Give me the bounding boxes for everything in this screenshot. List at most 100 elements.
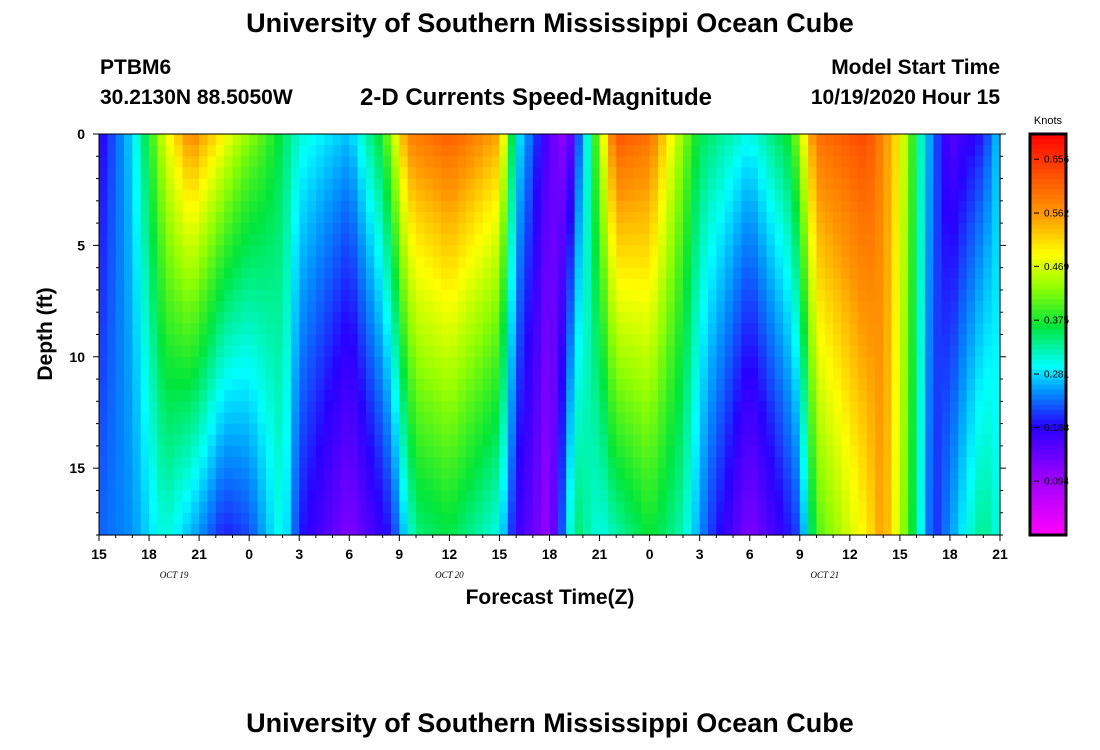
heatmap-cell bbox=[149, 457, 158, 469]
heatmap-cell bbox=[566, 390, 576, 402]
heatmap-cell bbox=[182, 490, 192, 503]
heatmap-cell bbox=[132, 523, 142, 536]
heatmap-cell bbox=[941, 356, 951, 369]
heatmap-cell bbox=[699, 345, 709, 358]
heatmap-cell bbox=[399, 323, 409, 336]
heatmap-cell bbox=[290, 367, 300, 380]
heatmap-cell bbox=[908, 245, 918, 258]
heatmap-cell bbox=[816, 356, 826, 369]
heatmap-cell bbox=[132, 189, 142, 202]
heatmap-cell bbox=[257, 323, 267, 336]
heatmap-cell bbox=[416, 356, 425, 369]
heatmap-cell bbox=[858, 178, 868, 191]
heatmap-cell bbox=[357, 445, 367, 458]
heatmap-cell bbox=[491, 167, 501, 180]
heatmap-cell bbox=[307, 334, 317, 347]
heatmap-cell bbox=[449, 211, 459, 224]
heatmap-cell bbox=[624, 323, 634, 336]
heatmap-cell bbox=[708, 278, 717, 291]
heatmap-cell bbox=[432, 234, 442, 246]
heatmap-cell bbox=[541, 323, 551, 336]
heatmap-cell bbox=[691, 323, 701, 336]
heatmap-cell bbox=[115, 289, 125, 302]
heatmap-cell bbox=[574, 145, 584, 157]
heatmap-cell bbox=[165, 145, 175, 157]
heatmap-cell bbox=[516, 356, 526, 369]
heatmap-cell bbox=[682, 278, 692, 291]
heatmap-cell bbox=[849, 256, 859, 269]
heatmap-cell bbox=[791, 457, 801, 469]
heatmap-cell bbox=[983, 434, 993, 447]
heatmap-cell bbox=[449, 345, 459, 358]
heatmap-cell bbox=[916, 501, 926, 514]
heatmap-cell bbox=[841, 390, 851, 402]
heatmap-cell bbox=[616, 412, 626, 425]
heatmap-cell bbox=[991, 445, 1001, 458]
colorbar-segment bbox=[1030, 214, 1066, 220]
heatmap-cell bbox=[624, 256, 634, 269]
heatmap-cell bbox=[866, 156, 876, 169]
heatmap-cell bbox=[324, 156, 334, 169]
heatmap-cell bbox=[374, 134, 384, 146]
heatmap-cell bbox=[190, 323, 200, 336]
heatmap-cell bbox=[599, 479, 609, 492]
heatmap-cell bbox=[858, 200, 868, 213]
heatmap-cell bbox=[949, 145, 959, 157]
heatmap-cell bbox=[232, 134, 242, 146]
heatmap-cell bbox=[891, 234, 901, 246]
heatmap-cell bbox=[140, 468, 150, 480]
heatmap-cell bbox=[265, 267, 275, 280]
heatmap-cell bbox=[599, 289, 609, 302]
heatmap-cell bbox=[315, 223, 325, 235]
heatmap-cell bbox=[833, 156, 843, 169]
heatmap-cell bbox=[416, 479, 425, 492]
heatmap-cell bbox=[666, 457, 676, 469]
heatmap-cell bbox=[758, 234, 767, 246]
heatmap-cell bbox=[582, 490, 592, 503]
heatmap-cell bbox=[157, 289, 167, 302]
heatmap-cell bbox=[449, 479, 459, 492]
heatmap-cell bbox=[933, 267, 943, 280]
y-tick-label: 5 bbox=[77, 237, 85, 253]
heatmap-cell bbox=[424, 156, 434, 169]
heatmap-cell bbox=[349, 256, 359, 269]
heatmap-cell bbox=[340, 178, 350, 191]
heatmap-cell bbox=[232, 356, 242, 369]
heatmap-cell bbox=[791, 401, 801, 414]
heatmap-cell bbox=[107, 334, 117, 347]
heatmap-cell bbox=[365, 134, 375, 146]
heatmap-cell bbox=[265, 134, 275, 146]
heatmap-cell bbox=[99, 401, 108, 414]
heatmap-cell bbox=[991, 223, 1001, 235]
heatmap-cell bbox=[140, 379, 150, 391]
heatmap-cell bbox=[891, 523, 901, 536]
heatmap-cell bbox=[282, 301, 292, 313]
heatmap-cell bbox=[524, 457, 534, 469]
heatmap-cell bbox=[858, 412, 868, 425]
heatmap-cell bbox=[966, 523, 976, 536]
heatmap-cell bbox=[140, 334, 150, 347]
heatmap-cell bbox=[841, 156, 851, 169]
heatmap-cell bbox=[899, 390, 909, 402]
heatmap-cell bbox=[716, 289, 726, 302]
heatmap-cell bbox=[733, 245, 742, 258]
heatmap-cell bbox=[232, 445, 242, 458]
heatmap-cell bbox=[874, 167, 884, 180]
heatmap-cell bbox=[541, 390, 551, 402]
heatmap-cell bbox=[340, 334, 350, 347]
heatmap-cell bbox=[315, 501, 325, 514]
heatmap-cell bbox=[182, 401, 192, 414]
heatmap-cell bbox=[524, 445, 534, 458]
heatmap-cell bbox=[816, 211, 826, 224]
heatmap-cell bbox=[607, 200, 617, 213]
heatmap-cell bbox=[532, 211, 542, 224]
heatmap-cell bbox=[474, 412, 484, 425]
heatmap-cell bbox=[816, 468, 826, 480]
heatmap-cell bbox=[641, 412, 651, 425]
colorbar-segment bbox=[1030, 434, 1066, 441]
heatmap-cell bbox=[841, 234, 851, 246]
heatmap-cell bbox=[774, 189, 784, 202]
heatmap-cell bbox=[365, 345, 375, 358]
heatmap-cell bbox=[766, 468, 776, 480]
heatmap-cell bbox=[733, 211, 742, 224]
